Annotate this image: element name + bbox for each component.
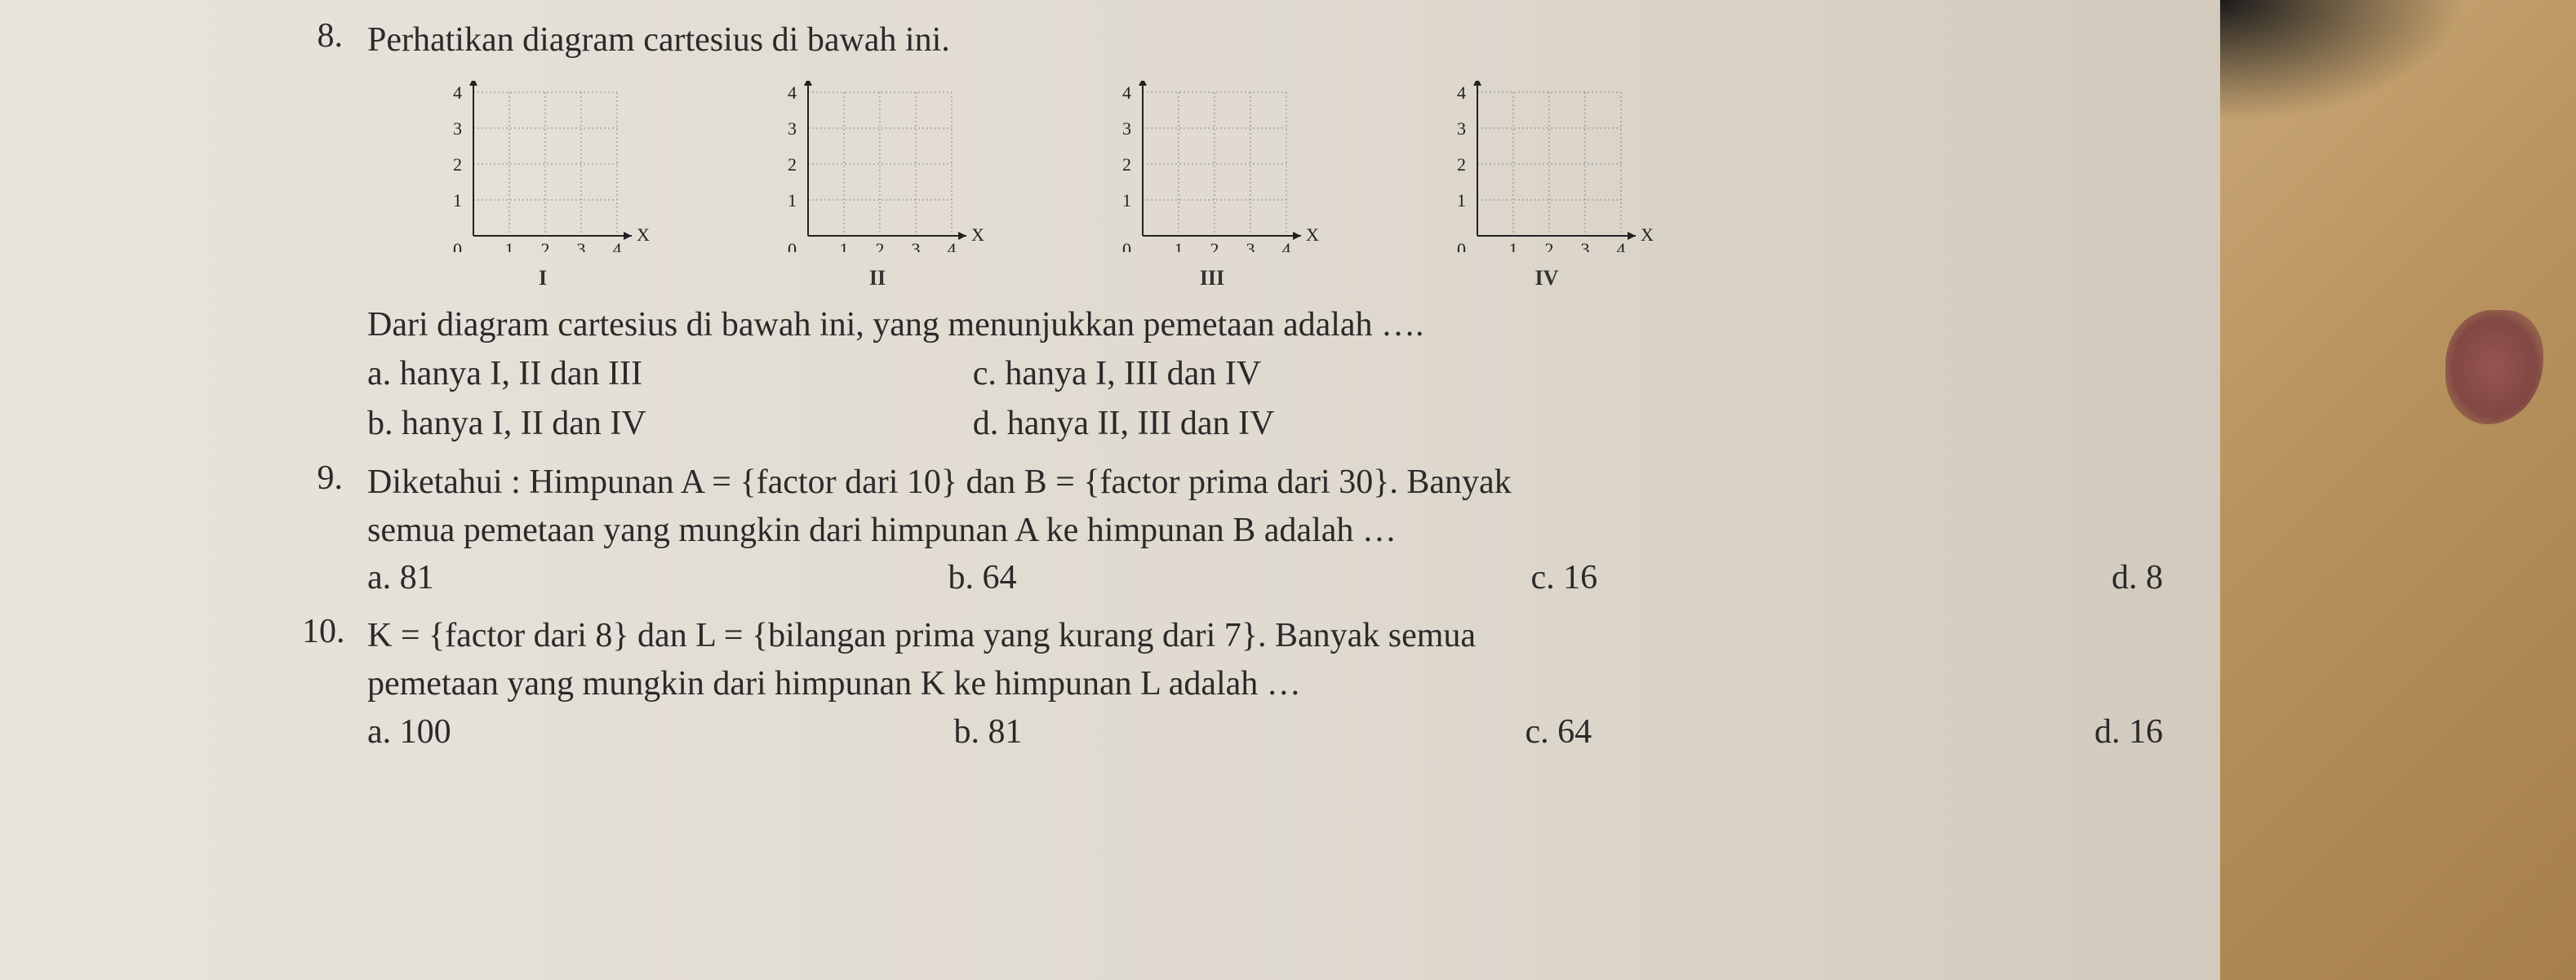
svg-text:4: 4 xyxy=(1457,82,1466,103)
svg-text:1: 1 xyxy=(453,190,462,211)
chart-roman-label: III xyxy=(1200,264,1224,293)
svg-text:0: 0 xyxy=(453,239,462,252)
chart-1: 123412340YXI xyxy=(433,81,653,293)
q8-opt-a: a. hanya I, II dan III xyxy=(367,349,646,399)
q8-question: Dari diagram cartesius di bawah ini, yan… xyxy=(367,301,2155,349)
cartesian-axes: 123412340YX xyxy=(433,81,653,252)
svg-text:3: 3 xyxy=(1457,118,1466,139)
svg-text:X: X xyxy=(1641,224,1654,245)
svg-text:4: 4 xyxy=(788,82,797,103)
desk-shadow xyxy=(2220,0,2465,122)
q8-options: a. hanya I, II dan III b. hanya I, II da… xyxy=(367,349,2155,449)
svg-text:2: 2 xyxy=(1457,154,1466,175)
q8-prompt: Perhatikan diagram cartesius di bawah in… xyxy=(367,16,2155,64)
q9-line2: semua pemetaan yang mungkin dari himpuna… xyxy=(367,507,2163,555)
q9-opt-c: c. 16 xyxy=(1530,554,1597,602)
q9-options: a. 81 b. 64 c. 16 d. 8 xyxy=(367,554,2163,602)
chart-roman-label: I xyxy=(539,264,547,293)
svg-text:4: 4 xyxy=(948,239,957,252)
svg-text:2: 2 xyxy=(876,239,885,252)
svg-text:0: 0 xyxy=(1122,239,1131,252)
svg-text:1: 1 xyxy=(505,239,514,252)
svg-text:0: 0 xyxy=(788,239,797,252)
svg-text:2: 2 xyxy=(788,154,797,175)
chart-3: 123412340YXIII xyxy=(1102,81,1322,293)
svg-text:2: 2 xyxy=(1122,154,1131,175)
svg-text:2: 2 xyxy=(1210,239,1219,252)
svg-text:X: X xyxy=(971,224,984,245)
question-8: 8. Perhatikan diagram cartesius di bawah… xyxy=(302,16,2155,449)
chart-roman-label: IV xyxy=(1535,264,1559,293)
svg-text:3: 3 xyxy=(1246,239,1255,252)
svg-text:4: 4 xyxy=(613,239,622,252)
svg-text:X: X xyxy=(1306,224,1319,245)
svg-text:4: 4 xyxy=(1122,82,1131,103)
worksheet-page: 8. Perhatikan diagram cartesius di bawah… xyxy=(0,0,2220,980)
q8-number: 8. xyxy=(302,16,343,55)
svg-text:3: 3 xyxy=(912,239,921,252)
svg-text:1: 1 xyxy=(1175,239,1184,252)
question-9: 9. Diketahui : Himpunan A = {factor dari… xyxy=(302,459,2155,602)
q9-opt-b: b. 64 xyxy=(948,554,1017,602)
q9-line1: Diketahui : Himpunan A = {factor dari 10… xyxy=(367,459,2163,507)
svg-text:3: 3 xyxy=(1581,239,1590,252)
cartesian-axes: 123412340YX xyxy=(1437,81,1657,252)
svg-text:2: 2 xyxy=(453,154,462,175)
charts-row: 123412340YXI123412340YXII123412340YXIII1… xyxy=(433,81,2155,293)
svg-text:1: 1 xyxy=(1122,190,1131,211)
cartesian-axes: 123412340YX xyxy=(1102,81,1322,252)
q10-body: K = {factor dari 8} dan L = {bilangan pr… xyxy=(367,612,2163,756)
svg-text:3: 3 xyxy=(788,118,797,139)
q10-opt-d: d. 16 xyxy=(2094,708,2163,756)
q10-opt-b: b. 81 xyxy=(954,708,1023,756)
q10-options: a. 100 b. 81 c. 64 d. 16 xyxy=(367,708,2163,756)
chart-4: 123412340YXIV xyxy=(1437,81,1657,293)
q10-line1: K = {factor dari 8} dan L = {bilangan pr… xyxy=(367,612,2163,660)
q9-body: Diketahui : Himpunan A = {factor dari 10… xyxy=(367,459,2163,602)
q8-opt-b: b. hanya I, II dan IV xyxy=(367,399,646,449)
svg-text:3: 3 xyxy=(577,239,586,252)
svg-text:4: 4 xyxy=(453,82,462,103)
svg-text:1: 1 xyxy=(1509,239,1518,252)
q8-opt-c: c. hanya I, III dan IV xyxy=(973,349,1275,399)
svg-text:0: 0 xyxy=(1457,239,1466,252)
q10-number: 10. xyxy=(302,612,343,651)
q8-opt-d: d. hanya II, III dan IV xyxy=(973,399,1275,449)
q8-body: Perhatikan diagram cartesius di bawah in… xyxy=(367,16,2155,449)
svg-text:1: 1 xyxy=(788,190,797,211)
svg-text:1: 1 xyxy=(1457,190,1466,211)
chart-2: 123412340YXII xyxy=(767,81,988,293)
svg-text:3: 3 xyxy=(453,118,462,139)
q10-opt-c: c. 64 xyxy=(1525,708,1592,756)
svg-text:4: 4 xyxy=(1282,239,1291,252)
svg-text:4: 4 xyxy=(1617,239,1626,252)
question-10: 10. K = {factor dari 8} dan L = {bilanga… xyxy=(302,612,2155,756)
svg-text:3: 3 xyxy=(1122,118,1131,139)
q9-opt-d: d. 8 xyxy=(2112,554,2163,602)
svg-text:X: X xyxy=(637,224,650,245)
q9-number: 9. xyxy=(302,459,343,498)
q10-line2: pemetaan yang mungkin dari himpunan K ke… xyxy=(367,660,2163,708)
q9-opt-a: a. 81 xyxy=(367,554,434,602)
desk-surface xyxy=(2220,0,2576,980)
svg-text:2: 2 xyxy=(1545,239,1554,252)
q10-opt-a: a. 100 xyxy=(367,708,451,756)
svg-text:2: 2 xyxy=(541,239,550,252)
svg-text:1: 1 xyxy=(840,239,849,252)
chart-roman-label: II xyxy=(869,264,886,293)
cartesian-axes: 123412340YX xyxy=(767,81,988,252)
